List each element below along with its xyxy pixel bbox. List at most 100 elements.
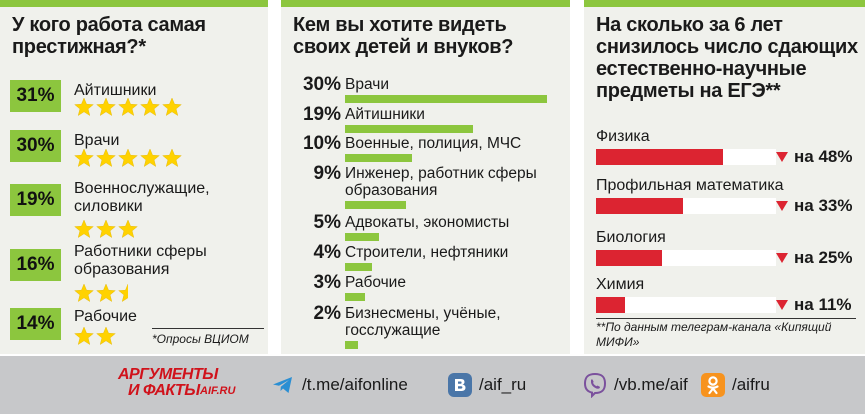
star-rating: [74, 283, 140, 303]
star-icon: [118, 148, 138, 168]
percent-label: на 11%: [794, 295, 852, 314]
prestige-row: 16% Работники сферы образования: [0, 239, 268, 302]
percent-label: 19%: [302, 104, 341, 125]
bar: [345, 293, 365, 301]
star-icon: [162, 148, 182, 168]
category-label: Инженер, работник сферы образования: [345, 165, 537, 199]
bar: [596, 198, 683, 214]
star-icon: [118, 283, 138, 303]
source-note: *Опросы ВЦИОМ: [152, 332, 249, 346]
star-icon: [140, 97, 160, 117]
bar: [345, 263, 372, 271]
source-note: **По данным телеграм-канала «Кипящий МИФ…: [596, 320, 832, 349]
category-label: Физика: [596, 128, 650, 145]
social-link-text: /t.me/aifonline: [302, 375, 408, 394]
star-icon: [162, 97, 182, 117]
decline-value: на 33%: [776, 196, 852, 216]
star-icon: [96, 148, 116, 168]
star-icon: [140, 148, 160, 168]
star-rating: [74, 219, 140, 239]
panel-prestige: У кого работа самая престижная?* 31% Айти…: [0, 0, 268, 354]
category-label: Айтишники: [74, 82, 157, 99]
star-icon: [74, 326, 94, 346]
category-label: Военные, полиция, МЧС: [345, 135, 522, 152]
bar-track: [596, 250, 776, 266]
footer-bar: АРГУМЕНТЫ И ФАКТЫ AIF.RU /t.me/aifonline…: [0, 356, 865, 414]
bar: [345, 233, 379, 241]
percent-label: 14%: [10, 308, 61, 340]
category-label: Работники сферы образования: [74, 243, 207, 278]
prestige-row: 30% Врачи: [0, 126, 268, 176]
percent-label: на 48%: [794, 147, 853, 166]
panel-children-careers: Кем вы хотите видеть своих детей и внуко…: [281, 0, 570, 354]
percent-label: 31%: [10, 80, 61, 112]
down-arrow-icon: [776, 152, 788, 162]
percent-label: 30%: [302, 74, 341, 95]
panel-top-bar: [0, 0, 268, 7]
vk-icon: [448, 373, 472, 397]
star-rating: [74, 326, 118, 346]
bar-track: [596, 297, 776, 313]
bar-track: [596, 149, 776, 165]
percent-label: 16%: [10, 249, 61, 281]
percent-label: 10%: [302, 133, 341, 154]
odnoklassniki-icon: [701, 373, 725, 397]
social-link-odnoklassniki[interactable]: /aifru: [700, 372, 770, 398]
bar: [596, 250, 662, 266]
category-label: Бизнесмены, учёные, госслужащие: [345, 305, 501, 339]
star-icon: [96, 97, 116, 117]
logo-text-line2: И ФАКТЫ: [128, 382, 200, 399]
star-rating: [74, 148, 184, 168]
category-label: Врачи: [345, 76, 389, 93]
telegram-icon: [273, 377, 292, 393]
viber-icon: [583, 372, 607, 398]
star-icon: [96, 219, 116, 239]
social-link-telegram[interactable]: /t.me/aifonline: [270, 372, 408, 398]
star-icon: [74, 219, 94, 239]
category-label: Адвокаты, экономисты: [345, 214, 510, 231]
prestige-row: 31% Айтишники: [0, 76, 268, 126]
aif-logo[interactable]: АРГУМЕНТЫ И ФАКТЫ AIF.RU: [118, 366, 248, 404]
category-label: Айтишники: [345, 106, 425, 123]
percent-label: 3%: [313, 272, 341, 293]
category-label: Военнослужащие, силовики: [74, 180, 210, 215]
category-label: Химия: [596, 276, 645, 293]
decline-value: на 48%: [776, 147, 852, 167]
percent-label: 5%: [313, 212, 341, 233]
star-icon: [74, 148, 94, 168]
star-icon: [74, 283, 94, 303]
percent-label: 19%: [10, 184, 61, 216]
category-label: Профильная математика: [596, 177, 784, 194]
bar: [345, 95, 547, 103]
panel-top-bar: [584, 0, 865, 7]
social-link-text: /aifru: [732, 375, 770, 394]
social-link-text: /vb.me/aif: [614, 375, 688, 394]
chart-title: У кого работа самая престижная?*: [12, 14, 206, 58]
panel-exam-decline: На сколько за 6 лет снизилось число сдаю…: [584, 0, 865, 354]
category-label: Рабочие: [74, 308, 137, 325]
prestige-row: 14% Рабочие: [0, 300, 268, 350]
decline-value: на 11%: [776, 295, 852, 315]
percent-label: 9%: [313, 163, 341, 184]
bar: [596, 149, 723, 165]
star-icon: [96, 283, 116, 303]
social-link-vk[interactable]: /aif_ru: [447, 372, 526, 398]
logo-subtext: AIF.RU: [200, 385, 236, 397]
down-arrow-icon: [776, 201, 788, 211]
category-label: Рабочие: [345, 274, 406, 291]
bar-track: [596, 198, 776, 214]
star-icon: [118, 219, 138, 239]
percent-label: 4%: [313, 242, 341, 263]
star-icon: [96, 326, 116, 346]
social-link-viber[interactable]: /vb.me/aif: [582, 372, 688, 398]
divider: [596, 318, 856, 319]
logo-text-line1: АРГУМЕНТЫ: [118, 366, 218, 383]
panel-top-bar: [281, 0, 570, 7]
bar: [345, 125, 473, 133]
category-label: Биология: [596, 229, 666, 246]
chart-title: Кем вы хотите видеть своих детей и внуко…: [293, 14, 514, 58]
percent-label: 2%: [313, 303, 341, 324]
bar: [345, 201, 406, 209]
category-label: Строители, нефтяники: [345, 244, 509, 261]
percent-label: на 25%: [794, 248, 853, 267]
